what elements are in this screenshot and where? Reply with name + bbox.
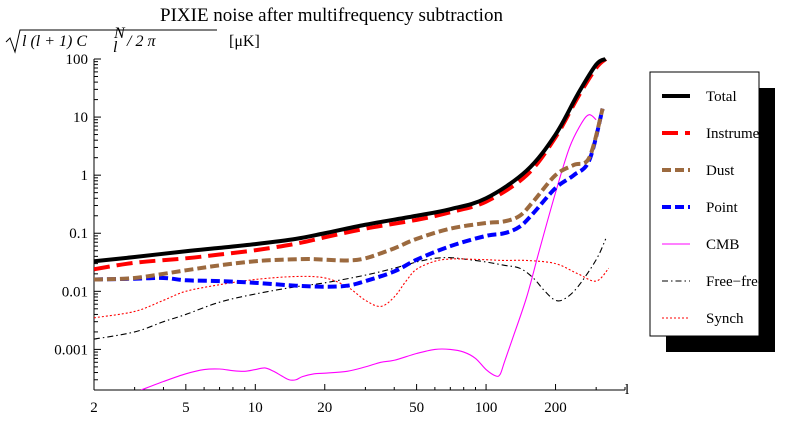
series-line-free-free: [94, 238, 607, 340]
x-axis-label: l: [625, 382, 629, 398]
series-layer: [94, 57, 610, 390]
x-tick-label: 2: [90, 400, 98, 416]
sqrt-sign: [5, 29, 217, 54]
x-tick-label: 50: [409, 400, 424, 416]
legend-label: CMB: [706, 237, 739, 253]
x-tick-label: 20: [317, 400, 332, 416]
ylabel-expr: l (l + 1) C: [22, 33, 87, 50]
series-line-cmb: [140, 114, 597, 390]
series-line-point: [94, 108, 605, 289]
y-tick-label: 100: [66, 52, 89, 68]
legend-label: Free−free: [706, 274, 765, 290]
legend-label: Point: [706, 200, 739, 216]
chart-title: PIXIE noise after multifrequency subtrac…: [160, 5, 503, 26]
series-line-instrument: [94, 57, 608, 272]
x-tick-label: 200: [544, 400, 567, 416]
ylabel-tail: / 2 π: [126, 33, 156, 50]
y-tick-label: 0.1: [69, 226, 88, 242]
y-tick-label: 0.001: [54, 342, 88, 358]
ylabel-unit: [μK]: [229, 33, 260, 50]
legend-label: Instrument: [706, 126, 772, 142]
legend-label: Dust: [706, 163, 735, 179]
legend: Total Instrument Dust Point CMB Free−free Sync…: [649, 71, 775, 352]
x-tick-label: 100: [475, 400, 498, 416]
y-axis-label: l (l + 1) C l N / 2 π [μK]: [5, 25, 260, 56]
y-tick-label: 1: [81, 168, 89, 184]
series-line-dust: [94, 108, 605, 282]
legend-label: Total: [706, 89, 737, 105]
x-tick-label: 5: [182, 400, 190, 416]
legend-box: [649, 71, 760, 337]
y-tick-label: 0.01: [62, 284, 88, 300]
y-tick-label: 10: [73, 110, 88, 126]
ylabel-sub: l: [113, 39, 118, 56]
series-line-synch: [94, 258, 610, 319]
series-line-total: [94, 57, 607, 264]
axes: 2 5 10 20 50 100 200 0.001 0.01 0.1 1 10 100: [54, 52, 626, 416]
ylabel-sup: N: [113, 25, 126, 42]
legend-label: Synch: [706, 311, 744, 327]
x-tick-label: 10: [248, 400, 263, 416]
